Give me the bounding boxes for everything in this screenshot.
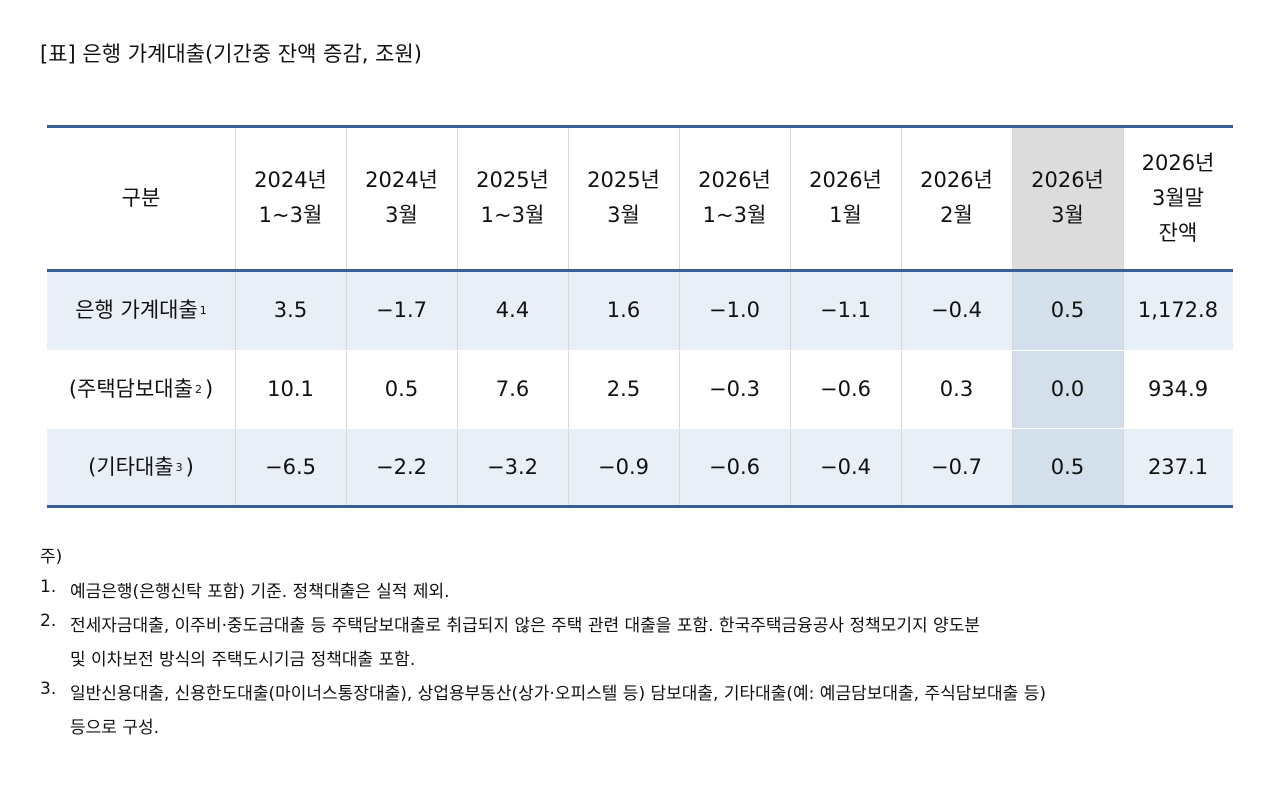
row-divider xyxy=(47,350,1233,351)
note-text: 등으로 구성. xyxy=(70,718,160,738)
header-text: 2026년 xyxy=(809,168,882,192)
value-cell: 0.3 xyxy=(939,376,974,401)
header-text: 2026년 xyxy=(698,168,771,192)
column-divider xyxy=(568,126,569,506)
rule xyxy=(47,505,1233,508)
note-text: 전세자금대출, 이주비·중도금대출 등 주택담보대출로 취급되지 않은 주택 관… xyxy=(70,616,980,636)
highlight-column xyxy=(1012,270,1123,506)
footnote-mark: 2 xyxy=(194,382,202,396)
column-divider xyxy=(457,126,458,506)
value-cell: −3.2 xyxy=(487,454,538,479)
value-cell: 4.4 xyxy=(495,297,530,322)
value-cell: −0.6 xyxy=(709,454,760,479)
header-text: 구분 xyxy=(121,185,161,210)
label-text: (주택담보대출 xyxy=(68,376,193,401)
row-divider xyxy=(47,428,1233,429)
column-divider xyxy=(346,126,347,506)
value-cell: −0.9 xyxy=(598,454,649,479)
value-cell: 237.1 xyxy=(1147,454,1209,479)
header-cell: 2025년 3월 xyxy=(568,126,679,270)
header-cell: 2026년 1월 xyxy=(790,126,901,270)
header-text: 2024년 xyxy=(365,168,438,192)
notes-heading: 주) xyxy=(40,547,63,567)
value-cell: 10.1 xyxy=(267,376,314,401)
header-text: 2026년 xyxy=(1031,168,1104,192)
header-text: 잔액 xyxy=(1158,220,1198,245)
header-text: 1월 xyxy=(829,203,862,227)
header-cell: 2026년 3월 xyxy=(1012,126,1123,270)
row-label: 은행 가계대출 1 xyxy=(47,270,235,350)
note-number: 3. xyxy=(40,679,57,699)
value-cell: −0.4 xyxy=(820,454,871,479)
header-cell: 2024년 3월 xyxy=(346,126,457,270)
footnote-mark: 3 xyxy=(175,460,183,474)
column-divider xyxy=(679,126,680,506)
value-cell: −1.0 xyxy=(709,297,760,322)
column-divider xyxy=(901,126,902,506)
value-cell: 0.5 xyxy=(1050,454,1085,479)
note-text: 및 이차보전 방식의 주택도시기금 정책대출 포함. xyxy=(70,650,416,670)
row-label: (주택담보대출 2) xyxy=(47,350,235,428)
header-cell: 2026년 1~3월 xyxy=(679,126,790,270)
value-cell: −0.7 xyxy=(931,454,982,479)
column-divider xyxy=(790,126,791,506)
header-text: 1~3월 xyxy=(480,203,545,227)
value-cell: 934.9 xyxy=(1147,376,1209,401)
table-title: [표] 은행 가계대출(기간중 잔액 증감, 조원) xyxy=(40,42,422,66)
value-cell: 0.5 xyxy=(384,376,419,401)
header-cell: 2025년 1~3월 xyxy=(457,126,568,270)
header-text: 2025년 xyxy=(476,168,549,192)
header-cell: 구분 xyxy=(47,126,235,270)
value-cell: −1.7 xyxy=(376,297,427,322)
note-text: 예금은행(은행신탁 포함) 기준. 정책대출은 실적 제외. xyxy=(70,582,450,602)
column-divider xyxy=(1123,126,1124,506)
value-cell: 1,172.8 xyxy=(1137,297,1219,322)
row-label: (기타대출 3) xyxy=(47,428,235,506)
header-text: 3월말 xyxy=(1151,185,1204,210)
header-text: 3월 xyxy=(1051,203,1084,227)
header-text: 2026년 xyxy=(920,168,993,192)
column-divider xyxy=(235,126,236,506)
label-text: 은행 가계대출 xyxy=(75,297,198,322)
note-number: 2. xyxy=(40,611,57,631)
header-cell: 2024년 1~3월 xyxy=(235,126,346,270)
column-divider xyxy=(1012,126,1013,506)
value-cell: −2.2 xyxy=(376,454,427,479)
header-text: 1~3월 xyxy=(258,203,323,227)
value-cell: 2.5 xyxy=(606,376,641,401)
value-cell: −0.4 xyxy=(931,297,982,322)
rule xyxy=(47,125,1233,128)
highlight-header xyxy=(1012,126,1123,270)
header-text: 2026년 xyxy=(1141,150,1215,175)
note-number: 1. xyxy=(40,577,57,597)
label-text: ) xyxy=(185,454,194,479)
rule xyxy=(47,269,1233,272)
header-cell: 2026년 2월 xyxy=(901,126,1012,270)
value-cell: 3.5 xyxy=(273,297,308,322)
header-text: 2월 xyxy=(940,203,973,227)
value-cell: 0.5 xyxy=(1050,297,1085,322)
value-cell: −0.3 xyxy=(709,376,760,401)
label-text: ) xyxy=(204,376,214,401)
value-cell: −1.1 xyxy=(820,297,871,322)
header-text: 2025년 xyxy=(587,168,660,192)
value-cell: 1.6 xyxy=(606,297,641,322)
header-text: 1~3월 xyxy=(702,203,767,227)
footnote-mark: 1 xyxy=(199,303,207,317)
header-text: 3월 xyxy=(607,203,640,227)
value-cell: 7.6 xyxy=(495,376,530,401)
value-cell: −6.5 xyxy=(265,454,316,479)
header-text: 2024년 xyxy=(254,168,327,192)
label-text: (기타대출 xyxy=(88,454,174,479)
header-text: 3월 xyxy=(385,203,418,227)
value-cell: 0.0 xyxy=(1050,376,1085,401)
note-text: 일반신용대출, 신용한도대출(마이너스통장대출), 상업용부동산(상가·오피스텔… xyxy=(70,684,1046,704)
value-cell: −0.6 xyxy=(820,376,871,401)
